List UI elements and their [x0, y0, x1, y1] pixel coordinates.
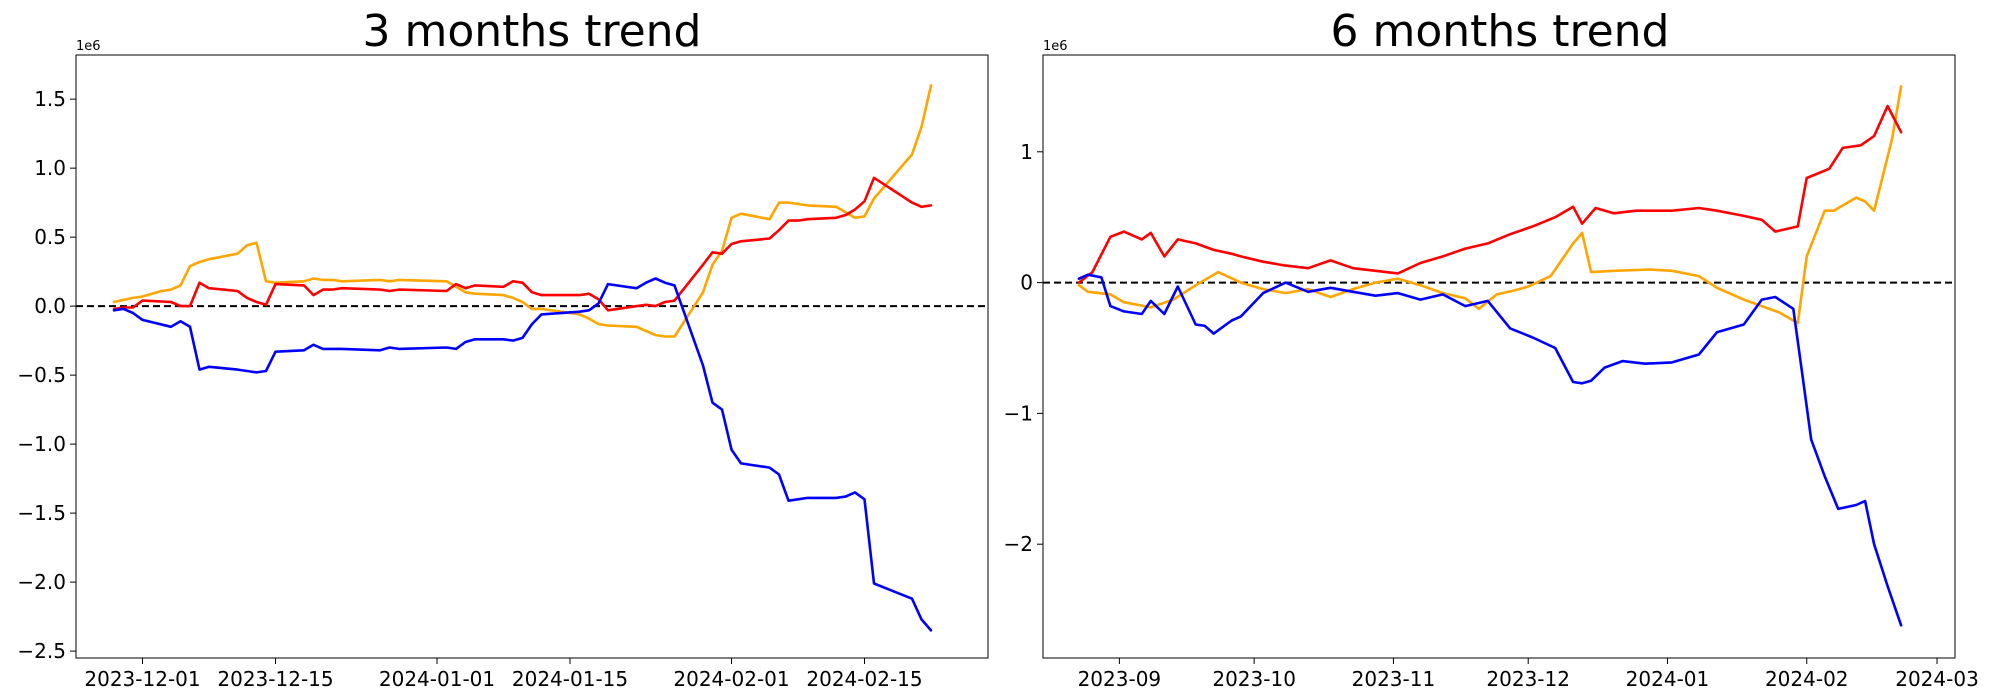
y-offset-label: 1e6 [1043, 39, 1068, 54]
x-tick-label: 2024-01 [1626, 667, 1710, 691]
x-tick-label: 2023-12 [1486, 667, 1570, 691]
y-tick-label: −1.5 [17, 501, 66, 525]
series-line-1 [112, 176, 933, 312]
chart-title: 3 months trend [363, 6, 702, 57]
chart-title: 6 months trend [1331, 6, 1670, 57]
y-tick-label: 0.5 [34, 225, 66, 249]
series-line-2 [112, 277, 933, 632]
y-tick-label: −2.0 [17, 570, 66, 594]
chart-panel-6-months: 6 months trend 1e6 1 0 −1 −2 2023-09 2023-10… [1004, 6, 1979, 691]
y-tick-label: 1.0 [34, 156, 66, 180]
plot-area [70, 54, 989, 664]
y-tick-labels: 1.5 1.0 0.5 0.0 −0.5 −1.0 −1.5 −2.0 −2.5 [17, 87, 66, 663]
y-tick-label: 0.0 [34, 294, 66, 318]
x-tick-label: 2023-12-01 [84, 667, 200, 691]
x-tick-label: 2024-02-01 [673, 667, 789, 691]
x-tick-label: 2023-11 [1352, 667, 1436, 691]
x-tick-label: 2023-09 [1078, 667, 1162, 691]
y-offset-label: 1e6 [76, 39, 101, 54]
y-tick-label: −0.5 [17, 363, 66, 387]
x-tick-label: 2024-02-15 [806, 667, 922, 691]
chart-panel-3-months: 3 months trend 1e6 1.5 1.0 0.5 0.0 −0.5 −1.0 −… [17, 6, 989, 691]
series-line-2 [1077, 273, 1903, 627]
y-tick-label: −1 [1004, 401, 1033, 425]
y-tick-label: −2.5 [17, 639, 66, 663]
x-tick-label: 2024-01-01 [379, 667, 495, 691]
x-tick-label: 2024-01-15 [512, 667, 628, 691]
y-tick-label: 1 [1020, 140, 1033, 164]
x-tick-label: 2023-10 [1212, 667, 1296, 691]
y-tick-label: 1.5 [34, 87, 66, 111]
axes-frame [1042, 54, 1956, 659]
series-line-0 [112, 84, 933, 338]
axes-frame [75, 54, 989, 659]
x-tick-label: 2023-12-15 [217, 667, 333, 691]
series-line-0 [1077, 85, 1903, 325]
plot-area [1037, 54, 1956, 664]
x-tick-labels: 2023-09 2023-10 2023-11 2023-12 2024-01 2024-… [1078, 667, 1979, 691]
y-tick-label: −2 [1004, 532, 1033, 556]
y-tick-label: −1.0 [17, 432, 66, 456]
series-line-1 [1077, 104, 1903, 284]
x-tick-label: 2024-02 [1765, 667, 1849, 691]
x-tick-label: 2024-03 [1895, 667, 1979, 691]
y-tick-label: 0 [1020, 271, 1033, 295]
y-tick-labels: 1 0 −1 −2 [1004, 140, 1033, 556]
x-tick-labels: 2023-12-01 2023-12-15 2024-01-01 2024-01-15… [84, 667, 922, 691]
